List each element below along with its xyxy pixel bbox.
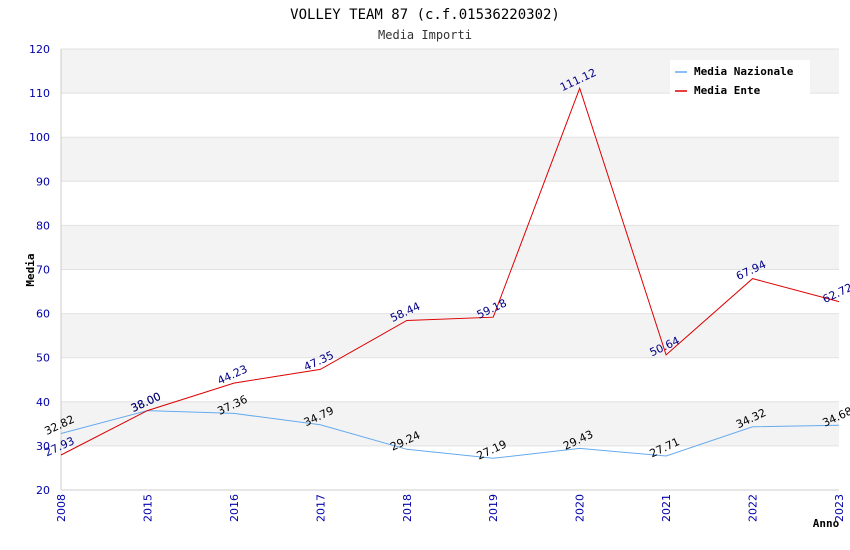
legend-label-media-nazionale: Media Nazionale	[694, 65, 794, 78]
x-tick-label: 2020	[574, 494, 587, 522]
x-tick-label: 2008	[55, 494, 68, 522]
gridlines	[60, 48, 839, 491]
y-tick-label: 120	[29, 43, 50, 56]
chart-subtitle: Media Importi	[378, 28, 472, 42]
series-lines	[60, 86, 840, 459]
chart-title: VOLLEY TEAM 87 (c.f.01536220302)	[290, 7, 560, 23]
legend: Media Nazionale Media Ente	[670, 60, 810, 98]
y-tick-label: 40	[36, 396, 50, 409]
y-tick-label: 90	[36, 175, 50, 188]
y-tick-label: 80	[36, 219, 50, 232]
y-axis-ticks: 20 30 40 50 60 70 80 90 100 110 120	[29, 43, 50, 497]
y-tick-label: 100	[29, 131, 50, 144]
y-axis-label: Media	[24, 253, 37, 286]
y-tick-label: 50	[36, 352, 50, 365]
x-tick-label: 2022	[747, 494, 760, 522]
x-tick-label: 2018	[401, 494, 414, 522]
legend-label-media-ente: Media Ente	[694, 84, 761, 97]
x-tick-label: 2021	[660, 494, 673, 522]
y-tick-label: 60	[36, 308, 50, 321]
y-tick-label: 110	[29, 87, 50, 100]
plot-band	[61, 401, 839, 446]
y-tick-label: 20	[36, 484, 50, 497]
y-tick-label: 70	[36, 264, 50, 277]
plot-band	[61, 357, 839, 402]
x-tick-label: 2016	[228, 494, 241, 522]
series-line-media-ente	[60, 86, 840, 456]
plot-band	[61, 445, 839, 490]
x-tick-label: 2019	[487, 494, 500, 522]
x-tick-label: 2023	[833, 494, 846, 522]
x-tick-label: 2017	[314, 494, 327, 522]
plot-band	[61, 269, 839, 314]
legend-box	[670, 60, 810, 98]
x-axis-label: Anno	[813, 517, 840, 530]
plot-background	[61, 49, 839, 490]
plot-band	[61, 137, 839, 182]
plot-band	[61, 93, 839, 138]
plot-band	[61, 313, 839, 358]
plot-band	[61, 225, 839, 270]
x-tick-label: 2015	[141, 494, 154, 522]
y-tick-label: 30	[36, 440, 50, 453]
plot-band	[61, 181, 839, 226]
x-axis-ticks: 2008 2015 2016 2017 2018 2019 2020 2021 2022 2023	[55, 494, 846, 522]
series-line-media-nazionale	[60, 410, 840, 459]
